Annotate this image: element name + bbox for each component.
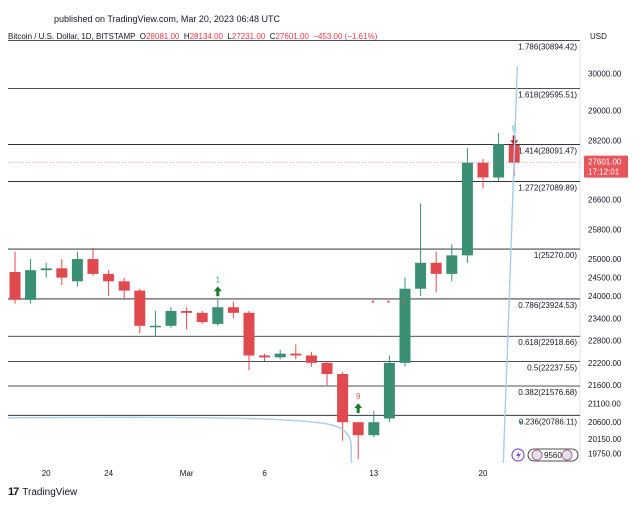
signal-dot <box>402 300 406 303</box>
buy-signal-arrow-icon <box>213 286 222 297</box>
candle-body <box>196 312 208 323</box>
date-tick-label: 6 <box>262 469 267 478</box>
buy-signal-arrow-icon <box>354 403 363 414</box>
candle-body <box>243 312 255 356</box>
flag-icon <box>531 449 543 461</box>
price-tick-label: 21600.00 <box>588 381 622 390</box>
curve-point <box>519 420 522 424</box>
price-tick-label: 25000.00 <box>588 255 622 264</box>
change-value: −453.00 (−1.61%) <box>313 32 378 41</box>
signal-dot <box>371 300 374 303</box>
candle-body <box>56 268 68 278</box>
fib-level-label: 0.382(21576.68) <box>518 388 577 397</box>
candle-body <box>337 374 349 423</box>
candle-body <box>134 290 146 326</box>
candle-body <box>368 422 380 436</box>
candle-body <box>430 262 442 274</box>
candle-body <box>181 310 193 313</box>
flash-icon-bolt <box>516 451 521 460</box>
curve-line <box>502 66 519 464</box>
fib-level-label: 0.5(22237.55) <box>527 363 577 372</box>
price-tick-label: 30000.00 <box>588 70 622 79</box>
candle-body <box>477 162 489 178</box>
candle-body <box>415 262 427 289</box>
fib-level-label: 0.618(22918.66) <box>518 338 577 347</box>
last-price-value: 27601.00 <box>588 158 622 167</box>
candle-body <box>40 268 52 271</box>
candle-body <box>446 255 458 274</box>
candle-body <box>290 353 302 356</box>
price-tick-label: 25800.00 <box>588 225 622 234</box>
price-tick-label: 28200.00 <box>588 136 622 145</box>
signal-dot <box>387 300 390 303</box>
fib-level-label: 1.414(28091.47) <box>518 146 577 155</box>
close-value: 27601.00 <box>275 32 309 41</box>
signal-count-label: 1 <box>216 275 221 284</box>
candle-body <box>399 288 411 363</box>
price-tick-label: 23400.00 <box>588 314 622 323</box>
signal-count-label: 9 <box>356 392 361 401</box>
price-tick-label: 24000.00 <box>588 292 622 301</box>
last-price-tag <box>584 155 628 178</box>
candle-body <box>259 355 271 358</box>
price-tick-label: 21100.00 <box>588 400 621 409</box>
candle-body <box>383 362 395 419</box>
price-tick-label: 20600.00 <box>588 418 622 427</box>
fib-level-label: 0.786(23924.53) <box>518 301 577 310</box>
price-tick-label: 22200.00 <box>588 359 622 368</box>
fib-level-label: 1.272(27089.89) <box>518 184 577 193</box>
candle-body <box>493 144 505 178</box>
fib-level-label: 0.236(20786.11) <box>519 417 577 426</box>
bottom-label: 9560 <box>544 451 562 460</box>
high-value: 28134.00 <box>189 32 223 41</box>
fib-level-label: 1(25270.00) <box>534 251 577 260</box>
date-tick-label: 20 <box>479 469 488 478</box>
date-tick-label: Mar <box>180 469 194 478</box>
candle-body <box>305 355 317 363</box>
candle-body <box>321 362 333 375</box>
currency-label: USD <box>590 32 607 41</box>
candle-body <box>103 273 115 282</box>
candle-body <box>118 281 130 291</box>
candle-body <box>461 162 473 256</box>
candle-body <box>212 307 224 324</box>
tradingview-logo[interactable]: 17 TradingView <box>8 486 77 498</box>
date-tick-label: 20 <box>42 469 51 478</box>
price-tick-label: 19750.00 <box>588 450 622 459</box>
price-tick-label: 24500.00 <box>588 274 622 283</box>
close-label: C <box>269 32 276 41</box>
low-label: L <box>227 32 232 41</box>
price-tick-label: 29000.00 <box>588 107 622 116</box>
candle-body <box>87 259 99 274</box>
candle-body <box>165 310 177 326</box>
candle-body <box>352 422 364 436</box>
price-tick-label: 20150.00 <box>588 435 622 444</box>
candle-body <box>149 325 161 328</box>
open-label: O <box>139 32 146 41</box>
high-label: H <box>183 32 190 41</box>
symbol-name: Bitcoin / U.S. Dollar, 1D, BITSTAMP <box>8 32 136 41</box>
tradingview-mark-icon: 17 <box>8 486 19 498</box>
date-tick-label: 13 <box>369 469 378 478</box>
curve-line <box>7 416 353 464</box>
date-tick-label: 24 <box>104 469 113 478</box>
fib-level-label: 1.786(30894.42) <box>518 42 577 51</box>
candle-body <box>25 270 37 300</box>
tradingview-brand: TradingView <box>22 486 78 498</box>
symbol-legend: Bitcoin / U.S. Dollar, 1D, BITSTAMP O280… <box>8 32 377 41</box>
candle-body <box>227 307 239 313</box>
candle-countdown: 17:12:01 <box>588 168 620 177</box>
candle-body <box>9 272 21 300</box>
fib-level-label: 1.618(29595.51) <box>518 91 577 100</box>
flag-icon <box>561 449 573 461</box>
open-value: 28081.00 <box>145 32 180 41</box>
candle-body <box>274 353 286 358</box>
price-tick-label: 22800.00 <box>588 337 622 346</box>
price-tick-label: 26600.00 <box>588 196 622 205</box>
candle-body <box>71 259 83 282</box>
low-value: 27231.00 <box>231 32 266 41</box>
published-caption: published on TradingView.com, Mar 20, 20… <box>54 14 280 24</box>
